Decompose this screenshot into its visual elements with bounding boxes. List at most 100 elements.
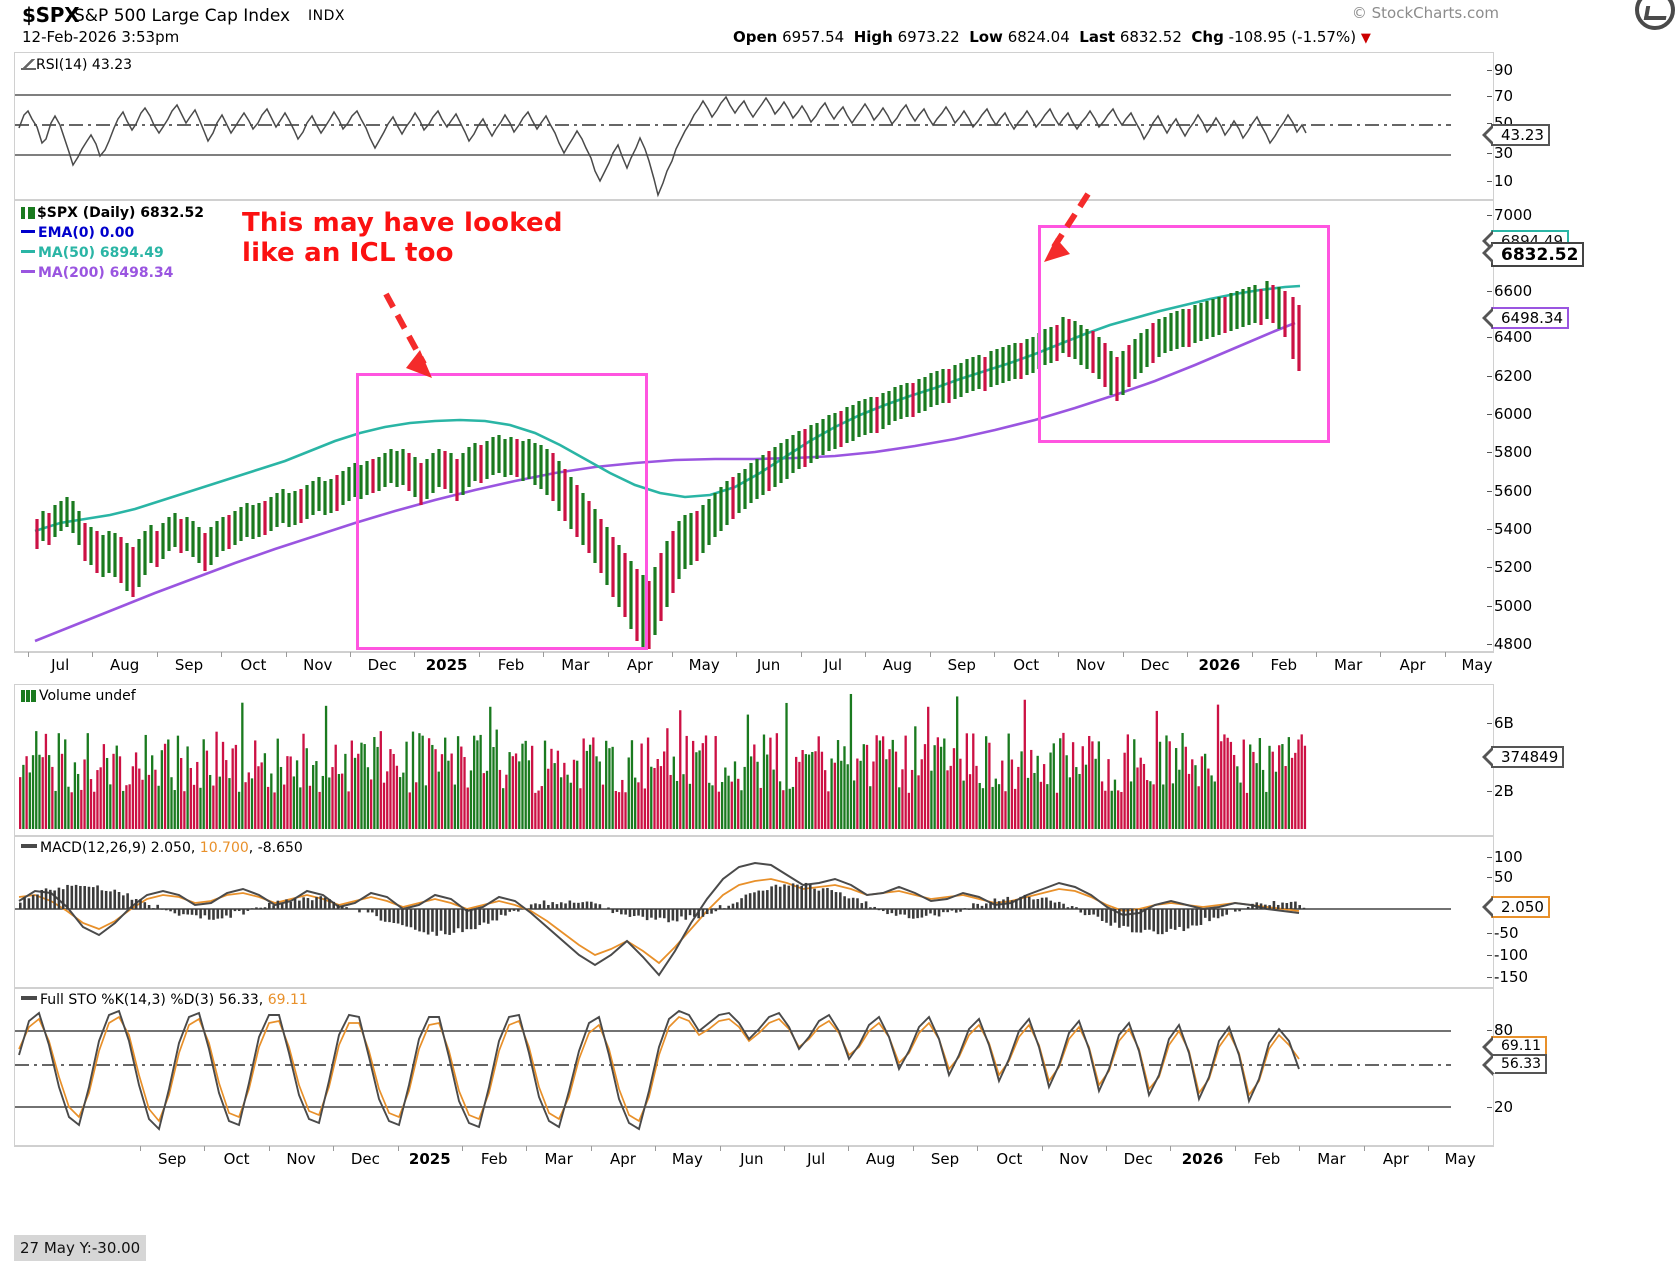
- volume-bar: [1117, 790, 1120, 829]
- volume-bar: [218, 776, 221, 829]
- macd-histogram-bar: [894, 909, 898, 916]
- x-axis-month-label: Sep: [174, 656, 204, 674]
- macd-histogram-bar: [302, 897, 305, 909]
- volume-bars-icon: [21, 690, 36, 702]
- volume-bar: [1017, 766, 1020, 829]
- macd-histogram-bar: [967, 909, 971, 910]
- macd-histogram-bar: [637, 909, 640, 916]
- volume-bar: [936, 737, 940, 829]
- volume-bar: [1213, 781, 1216, 829]
- volume-bar: [608, 748, 611, 829]
- macd-histogram-bar: [1268, 905, 1271, 909]
- high-label: High: [853, 28, 893, 46]
- x-axis-tick: [1316, 652, 1317, 657]
- x-axis-bottom: Sep Oct Nov Dec 2025 Feb Mar Apr May Jun Jul Aug Sep…: [14, 1146, 1494, 1176]
- volume-bar: [949, 765, 952, 829]
- rsi-ytick-30: 30: [1486, 144, 1514, 162]
- volume-bar: [1191, 759, 1194, 829]
- volume-bar: [466, 787, 469, 829]
- price-panel: $SPX (Daily) 6832.52 EMA(0) 0.00 MA(50) …: [14, 200, 1494, 652]
- volume-bar: [109, 784, 112, 829]
- volume-bar: [778, 781, 782, 829]
- macd-histogram-bar: [954, 909, 958, 913]
- volume-bar: [1088, 735, 1091, 829]
- volume-bar: [328, 777, 331, 829]
- x-axis-month-label: May: [688, 656, 720, 674]
- macd-histogram-bar: [465, 909, 469, 930]
- volume-bar: [382, 782, 386, 829]
- volume-bar: [38, 754, 41, 829]
- volume-bar: [759, 787, 762, 829]
- volume-bar: [630, 740, 634, 829]
- macd-legend-main: MACD(12,26,9): [40, 840, 147, 856]
- volume-bar: [260, 762, 263, 829]
- macd-histogram-bar: [1152, 909, 1156, 932]
- volume-bar: [1278, 745, 1281, 829]
- macd-histogram-bar: [177, 909, 181, 916]
- macd-histogram-bar: [328, 899, 331, 909]
- macd-histogram-bar: [491, 909, 494, 921]
- volume-bar: [70, 792, 73, 829]
- volume-bar: [170, 777, 173, 829]
- x-axis-month-label: Mar: [561, 656, 590, 674]
- macd-histogram-bar: [53, 890, 56, 909]
- volume-bar: [798, 761, 801, 829]
- volume-bar: [756, 761, 759, 829]
- x-axis-month-label: Jul: [51, 656, 70, 674]
- volume-bar: [315, 761, 318, 829]
- macd-histogram-bar: [452, 909, 456, 933]
- volume-bar: [920, 759, 923, 829]
- x-axis-tick: [1363, 1146, 1365, 1151]
- volume-bar: [795, 756, 798, 829]
- macd-histogram-bar: [1221, 909, 1224, 917]
- macd-histogram-bar: [392, 909, 396, 923]
- x-axis-tick: [333, 1146, 335, 1151]
- volume-bar: [679, 710, 682, 829]
- volume-bar: [173, 790, 176, 829]
- macd-histogram-bar: [937, 909, 941, 917]
- volume-bar: [518, 761, 521, 829]
- volume-bar: [1223, 734, 1226, 829]
- macd-histogram-bar: [44, 888, 48, 909]
- macd-histogram-bar: [418, 909, 421, 932]
- macd-histogram-bar: [40, 889, 44, 909]
- macd-histogram-bar: [199, 909, 202, 919]
- volume-bar: [762, 734, 766, 829]
- macd-histogram-bar: [126, 893, 129, 909]
- ohlc-quote-bar: Open 6957.54 High 6973.22 Low 6824.04 La…: [733, 28, 1371, 46]
- macd-histogram-bar: [843, 896, 846, 909]
- symbol-ticker: $SPX: [22, 3, 80, 27]
- volume-bar: [537, 790, 540, 829]
- macd-value-2: 10.700: [199, 840, 249, 856]
- stochastic-y-axis: 80 20 69.11 56.33: [1481, 988, 1677, 1146]
- macd-histogram-bar: [1251, 903, 1254, 909]
- macd-histogram-bar: [1066, 907, 1070, 909]
- volume-bar: [460, 746, 463, 829]
- volume-bar: [656, 759, 659, 829]
- macd-histogram-bar: [195, 909, 198, 916]
- price-ytick-4800: 4800: [1486, 635, 1533, 653]
- volume-bar: [289, 756, 292, 829]
- volume-bar: [788, 788, 791, 829]
- volume-bar: [357, 753, 360, 829]
- macd-histogram-bar: [688, 909, 692, 916]
- last-label: Last: [1079, 28, 1116, 46]
- volume-bar: [1187, 773, 1191, 829]
- macd-histogram-bar: [1143, 909, 1147, 930]
- macd-histogram-bar: [1161, 909, 1164, 935]
- macd-histogram-bar: [997, 901, 1001, 909]
- macd-histogram-bar: [426, 909, 430, 935]
- stockcharts-logo-icon: [1635, 0, 1675, 30]
- arrow-down-icon: ▼: [1360, 31, 1371, 46]
- macd-histogram-bar: [1096, 909, 1100, 917]
- volume-bar: [530, 745, 534, 829]
- volume-bar: [479, 734, 482, 829]
- x-axis-tick: [784, 1146, 785, 1151]
- macd-histogram-bar: [495, 909, 499, 921]
- volume-bar: [824, 770, 827, 829]
- macd-histogram-bar: [594, 903, 597, 909]
- macd-histogram-bar: [113, 889, 117, 909]
- x-axis-month-label: Nov: [1059, 1150, 1089, 1168]
- macd-current-value-box: 2.050: [1482, 896, 1550, 918]
- x-axis-month-label: Dec: [1140, 656, 1170, 674]
